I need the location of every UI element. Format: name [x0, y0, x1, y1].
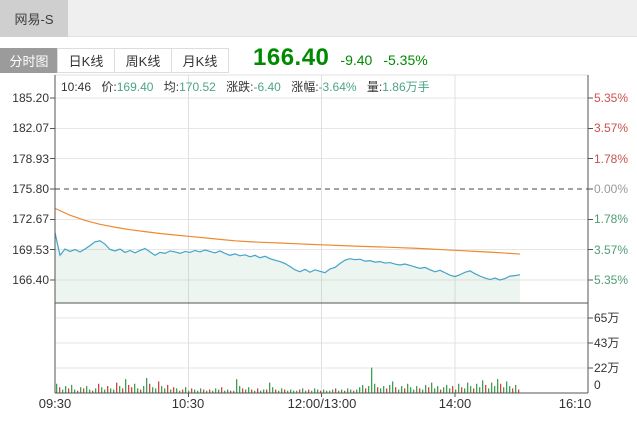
volume-axis-label: 0: [594, 378, 601, 392]
info-price: 价:169.40: [101, 80, 153, 94]
y-axis-price-label: 169.53: [12, 242, 49, 257]
y-axis-price-label: 166.40: [12, 273, 49, 287]
price-change-percent: -5.35%: [383, 52, 428, 68]
chart-type-tabs: 分时图 日K线 周K线 月K线: [0, 48, 229, 73]
info-volume-value: 1.86万手: [382, 80, 430, 94]
x-axis-time-label: 16:10: [558, 396, 592, 411]
x-axis-time-label: 10:30: [171, 396, 205, 411]
y-axis-percent-label: 1.78%: [594, 151, 629, 166]
info-price-value: 169.40: [116, 80, 154, 94]
y-axis-price-label: 172.67: [12, 212, 49, 227]
info-change-label: 涨跌:: [226, 80, 254, 94]
y-axis-price-label: 182.07: [12, 121, 49, 136]
info-change-pct: 涨幅:-3.64%: [291, 80, 356, 94]
y-axis-price-label: 178.93: [12, 151, 49, 166]
y-axis-percent-label: 3.57%: [594, 121, 629, 136]
info-average-label: 均:: [163, 80, 180, 94]
y-axis-percent-label: 1.78%: [594, 212, 629, 227]
x-axis-time-label: 09:30: [38, 396, 72, 411]
y-axis-price-label: 175.80: [12, 182, 49, 196]
quote-header: 166.40 -9.40 -5.35%: [253, 44, 428, 72]
info-volume: 量:1.86万手: [367, 80, 430, 94]
stock-window-tab[interactable]: 网易-S: [0, 0, 68, 37]
info-average-value: 170.52: [179, 80, 216, 94]
info-change-pct-label: 涨幅:: [291, 80, 319, 94]
y-axis-price-label: 185.20: [12, 91, 49, 105]
y-axis-percent-label: 3.57%: [594, 242, 629, 257]
y-axis-percent-label: 5.35%: [594, 273, 629, 287]
info-change-pct-value: -3.64%: [318, 80, 357, 94]
volume-axis-label: 65万: [594, 311, 620, 325]
stock-window-tab-label: 网易-S: [14, 12, 54, 27]
info-average: 均:170.52: [164, 80, 216, 94]
tab-intraday[interactable]: 分时图: [0, 48, 58, 73]
tab-weekly-k[interactable]: 周K线: [114, 48, 172, 73]
quote-info-bar: 10:46 价:169.40 均:170.52 涨跌:-6.40 涨幅:-3.6…: [61, 78, 430, 95]
window-titlebar: 网易-S: [0, 0, 637, 37]
y-axis-percent-label: 5.35%: [594, 91, 629, 105]
x-axis-time-label: 14:00: [438, 396, 472, 411]
last-price: 166.40: [253, 44, 330, 71]
price-change: -9.40: [340, 52, 373, 68]
info-volume-label: 量:: [366, 80, 383, 94]
info-time: 10:46: [61, 80, 92, 94]
y-axis-percent-label: 0.00%: [594, 182, 629, 196]
info-change-value: -6.40: [253, 80, 281, 94]
volume-axis-label: 43万: [594, 336, 620, 350]
x-axis-time-label: 12:00/13:00: [287, 396, 357, 411]
volume-axis-label: 22万: [594, 361, 620, 375]
info-price-label: 价:: [101, 80, 117, 94]
tab-monthly-k[interactable]: 月K线: [171, 48, 229, 73]
info-change: 涨跌:-6.40: [226, 80, 281, 94]
